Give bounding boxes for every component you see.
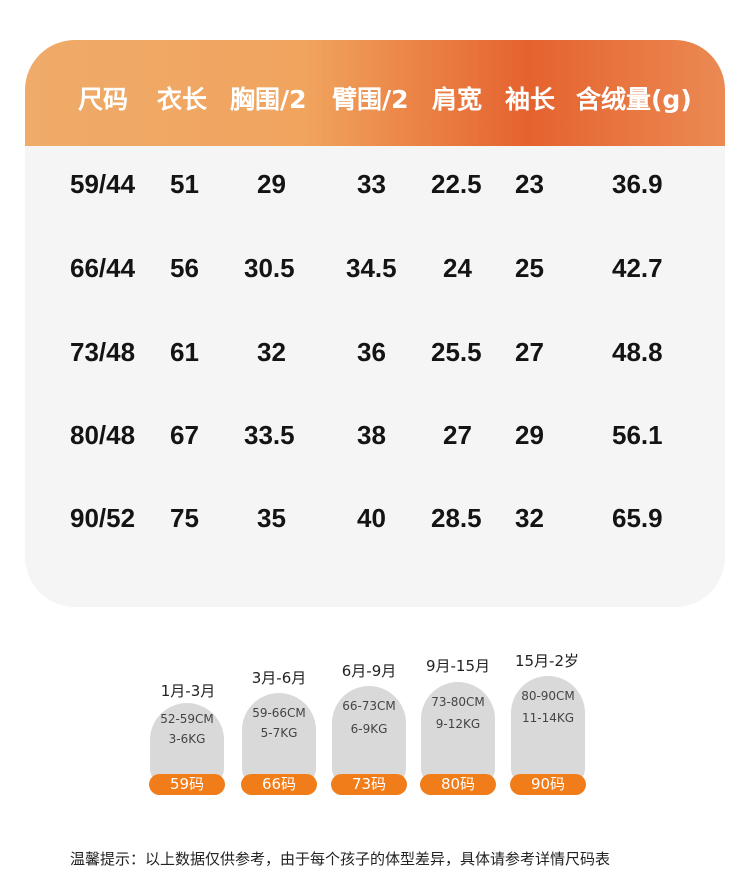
cell-size: 80/48 — [70, 420, 136, 450]
size-tag: 59码 — [149, 774, 225, 795]
table-row: 80/48 67 33.5 38 27 29 56.1 — [25, 415, 725, 455]
size-tag: 73码 — [331, 774, 407, 795]
cell-length: 56 — [170, 253, 199, 283]
age-range-label: 3月-6月 — [251, 669, 307, 687]
cell-arm: 34.5 — [346, 253, 397, 283]
size-chart-header: 尺码 衣长 胸围/2 臂围/2 肩宽 袖长 含绒量(g) — [25, 40, 725, 146]
cell-down-weight: 65.9 — [612, 503, 663, 533]
cell-arm: 33 — [357, 169, 386, 199]
cell-sleeve: 27 — [515, 337, 544, 367]
size-pill: 66-73CM 6-9KG — [332, 686, 406, 783]
cell-sleeve: 32 — [515, 503, 544, 533]
cell-arm: 36 — [357, 337, 386, 367]
size-tag: 80码 — [420, 774, 496, 795]
table-row: 59/44 51 29 33 22.5 23 36.9 — [25, 164, 725, 204]
header-down-weight: 含绒量(g) — [576, 85, 692, 114]
weight-range: 9-12KG — [435, 717, 481, 731]
cell-shoulder: 25.5 — [431, 337, 482, 367]
height-range: 73-80CM — [431, 695, 485, 709]
cell-down-weight: 42.7 — [612, 253, 663, 283]
height-range: 80-90CM — [521, 689, 575, 703]
weight-range: 11-14KG — [521, 711, 575, 725]
weight-range: 5-7KG — [260, 726, 298, 740]
cell-sleeve: 29 — [515, 420, 544, 450]
cell-length: 75 — [170, 503, 199, 533]
size-pill: 59-66CM 5-7KG — [242, 693, 316, 783]
cell-shoulder: 24 — [443, 253, 472, 283]
size-chart-card: 尺码 衣长 胸围/2 臂围/2 肩宽 袖长 含绒量(g) 59/44 51 29… — [25, 40, 725, 607]
weight-range: 6-9KG — [350, 722, 388, 736]
reminder-note: 温馨提示：以上数据仅供参考，由于每个孩子的体型差异，具体请参考详情尺码表 — [70, 850, 611, 868]
cell-size: 73/48 — [70, 337, 136, 367]
cell-down-weight: 56.1 — [612, 420, 663, 450]
table-row: 90/52 75 35 40 28.5 32 65.9 — [25, 498, 725, 538]
table-row: 66/44 56 30.5 34.5 24 25 42.7 — [25, 248, 725, 288]
age-range-label: 9月-15月 — [425, 657, 491, 675]
cell-length: 67 — [170, 420, 199, 450]
cell-size: 59/44 — [70, 169, 136, 199]
size-pill: 80-90CM 11-14KG — [511, 676, 585, 783]
header-shoulder: 肩宽 — [432, 85, 483, 114]
table-row: 73/48 61 32 36 25.5 27 48.8 — [25, 332, 725, 372]
cell-chest: 33.5 — [244, 420, 295, 450]
size-pill: 52-59CM 3-6KG — [150, 703, 224, 783]
cell-size: 66/44 — [70, 253, 136, 283]
cell-size: 90/52 — [70, 503, 136, 533]
cell-down-weight: 48.8 — [612, 337, 663, 367]
cell-chest: 29 — [257, 169, 286, 199]
cell-shoulder: 27 — [443, 420, 472, 450]
age-range-label: 1月-3月 — [160, 682, 216, 700]
cell-arm: 38 — [357, 420, 386, 450]
cell-chest: 35 — [257, 503, 286, 533]
cell-shoulder: 28.5 — [431, 503, 482, 533]
cell-arm: 40 — [357, 503, 386, 533]
header-size: 尺码 — [78, 85, 129, 114]
cell-length: 51 — [170, 169, 199, 199]
cell-down-weight: 36.9 — [612, 169, 663, 199]
header-chest: 胸围/2 — [230, 85, 307, 114]
cell-chest: 32 — [257, 337, 286, 367]
cell-chest: 30.5 — [244, 253, 295, 283]
cell-shoulder: 22.5 — [431, 169, 482, 199]
weight-range: 3-6KG — [168, 732, 206, 746]
cell-sleeve: 23 — [515, 169, 544, 199]
size-pill: 73-80CM 9-12KG — [421, 682, 495, 783]
header-length: 衣长 — [157, 85, 208, 114]
cell-length: 61 — [170, 337, 199, 367]
age-range-label: 15月-2岁 — [514, 652, 580, 670]
age-range-label: 6月-9月 — [341, 662, 397, 680]
size-tag: 90码 — [510, 774, 586, 795]
height-range: 59-66CM — [252, 706, 306, 720]
cell-sleeve: 25 — [515, 253, 544, 283]
height-range: 52-59CM — [160, 712, 214, 726]
height-range: 66-73CM — [342, 699, 396, 713]
header-sleeve: 袖长 — [505, 85, 556, 114]
size-tag: 66码 — [241, 774, 317, 795]
header-arm: 臂围/2 — [332, 85, 409, 114]
